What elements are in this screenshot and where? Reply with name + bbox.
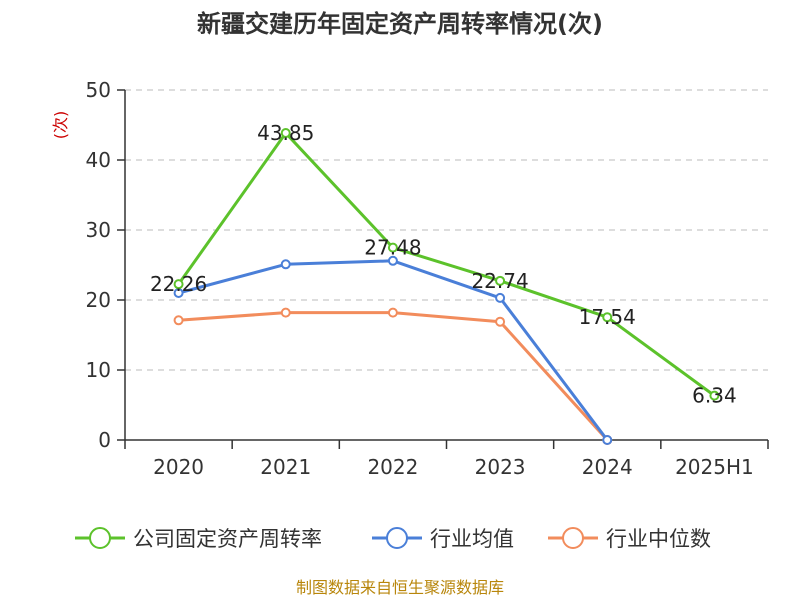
x-tick-label: 2025H1 bbox=[675, 455, 754, 479]
data-label: 22.74 bbox=[471, 269, 528, 293]
x-tick-label: 2022 bbox=[367, 455, 418, 479]
x-tick-label: 2021 bbox=[260, 455, 311, 479]
series-point-0 bbox=[709, 390, 720, 401]
series-point-1 bbox=[602, 435, 613, 445]
series-line-0 bbox=[177, 131, 716, 397]
data-label: 27.48 bbox=[364, 236, 421, 260]
series-point-1 bbox=[495, 292, 506, 303]
series-point-2 bbox=[280, 307, 291, 318]
series-point-2 bbox=[173, 315, 184, 326]
data-label: 17.54 bbox=[579, 305, 636, 329]
series-point-2 bbox=[495, 316, 506, 327]
legend-marker-1 bbox=[386, 527, 408, 549]
series-line-1 bbox=[178, 259, 609, 441]
data-labels: 22.26 43.85 27.48 22.74 17.54 6.34 bbox=[150, 121, 737, 408]
series-layer bbox=[173, 128, 720, 445]
axes: 0 10 20 30 40 50 2020 2021 2022 2023 2024 2025H1 bbox=[86, 78, 769, 479]
legend-label-1: 行业均值 bbox=[430, 527, 514, 551]
y-axis-unit: (次) bbox=[51, 111, 70, 140]
series-point-1 bbox=[280, 259, 291, 270]
x-tick-label: 2020 bbox=[153, 455, 204, 479]
legend-marker-0 bbox=[89, 527, 111, 549]
series-point-0 bbox=[280, 128, 291, 139]
x-tick-label: 2024 bbox=[582, 455, 633, 479]
source-note: 制图数据来自恒生聚源数据库 bbox=[296, 578, 504, 597]
series-point-1 bbox=[387, 255, 398, 266]
chart-title: 新疆交建历年固定资产周转率情况(次) bbox=[197, 10, 603, 38]
y-tick-label: 10 bbox=[86, 358, 111, 382]
y-tick-label: 20 bbox=[86, 288, 111, 312]
data-label: 6.34 bbox=[692, 384, 737, 408]
series-point-2 bbox=[387, 307, 398, 318]
data-label: 43.85 bbox=[257, 121, 314, 145]
y-tick-label: 40 bbox=[86, 148, 111, 172]
grid-lines bbox=[125, 89, 768, 371]
x-tick-label: 2023 bbox=[475, 455, 526, 479]
legend-label-0: 公司固定资产周转率 bbox=[133, 527, 322, 551]
data-label: 22.26 bbox=[150, 272, 207, 296]
series-point-0 bbox=[495, 275, 506, 286]
legend-marker-2 bbox=[562, 527, 584, 549]
legend: 公司固定资产周转率 行业均值 行业中位数 bbox=[75, 527, 711, 551]
y-tick-label: 50 bbox=[86, 78, 111, 102]
y-tick-label: 0 bbox=[98, 428, 111, 452]
y-tick-label: 30 bbox=[86, 218, 111, 242]
legend-label-2: 行业中位数 bbox=[606, 527, 711, 551]
series-point-0 bbox=[602, 312, 613, 323]
series-point-0 bbox=[173, 279, 184, 290]
series-point-0 bbox=[387, 242, 398, 253]
series-line-2 bbox=[178, 311, 609, 442]
